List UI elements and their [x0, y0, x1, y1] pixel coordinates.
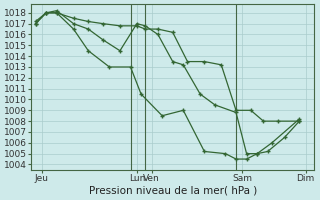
- X-axis label: Pression niveau de la mer( hPa ): Pression niveau de la mer( hPa ): [89, 186, 257, 196]
